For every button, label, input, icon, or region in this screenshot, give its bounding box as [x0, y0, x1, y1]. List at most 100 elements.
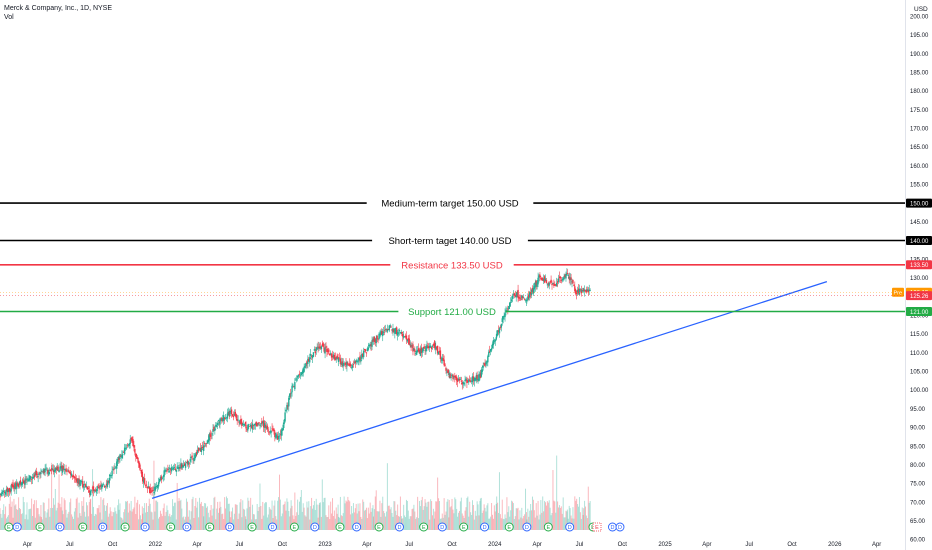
dividend-marker[interactable]	[98, 522, 108, 532]
upcoming-earnings-marker[interactable]	[592, 522, 602, 532]
earnings-marker[interactable]	[78, 522, 88, 532]
candle-body	[329, 353, 331, 356]
candle-body	[25, 479, 27, 481]
candle-body	[566, 273, 569, 274]
dividend-marker[interactable]	[12, 522, 22, 532]
volume-bar	[498, 472, 500, 530]
volume-bar	[203, 516, 205, 530]
volume-bar	[281, 513, 283, 530]
volume-bar	[421, 496, 423, 530]
candle-body	[172, 467, 175, 470]
candle-body	[162, 476, 164, 478]
volume-bar	[84, 511, 86, 530]
earnings-marker[interactable]	[459, 522, 469, 532]
volume-bar	[427, 501, 429, 530]
y-tick-label: 170.00	[910, 127, 929, 133]
volume-bar	[155, 500, 157, 530]
dividend-marker[interactable]	[565, 522, 575, 532]
candle-body	[250, 425, 253, 428]
candle-body	[556, 281, 559, 283]
candle-body	[441, 357, 443, 361]
candle-body	[333, 354, 336, 359]
volume-bar	[578, 506, 580, 530]
candle-body	[255, 421, 257, 426]
candle-body	[358, 358, 360, 361]
candle-body	[461, 382, 463, 385]
earnings-marker[interactable]	[35, 522, 45, 532]
event-marker-letter: E	[169, 525, 173, 531]
volume-bar	[479, 501, 481, 530]
volume-bar	[458, 512, 460, 530]
symbol-title[interactable]: Merck & Company, Inc., 1D, NYSE	[4, 5, 113, 12]
level-label[interactable]: Short-term taget 140.00 USD	[388, 236, 511, 247]
dividend-marker[interactable]	[140, 522, 150, 532]
level-label[interactable]: Medium-term target 150.00 USD	[381, 199, 518, 210]
volume-bar	[231, 511, 233, 530]
dividend-marker[interactable]	[268, 522, 277, 532]
volume-bar	[388, 505, 390, 530]
candle-body	[154, 486, 156, 491]
volume-bar	[377, 511, 379, 530]
candle-body	[243, 423, 246, 426]
earnings-marker[interactable]	[335, 522, 345, 532]
earnings-marker[interactable]	[543, 522, 553, 532]
earnings-marker[interactable]	[247, 522, 257, 532]
earnings-marker[interactable]	[374, 522, 384, 532]
earnings-marker[interactable]	[419, 522, 429, 532]
dividend-marker[interactable]	[182, 522, 192, 532]
volume-bar	[42, 502, 44, 530]
candle-body	[444, 364, 446, 366]
volume-bar	[255, 519, 257, 530]
earnings-marker[interactable]	[120, 522, 130, 532]
volume-bar	[393, 501, 395, 530]
earnings-marker[interactable]	[166, 522, 176, 532]
dividend-marker[interactable]	[395, 522, 404, 532]
volume-bar	[205, 503, 207, 530]
candle-body	[520, 298, 522, 300]
price-axis[interactable]	[906, 0, 932, 550]
volume-bar	[447, 499, 449, 530]
volume-bar	[70, 498, 72, 530]
dividend-marker[interactable]	[480, 522, 490, 532]
candle-body	[312, 352, 315, 357]
price-axis-separator	[905, 0, 906, 550]
candle-body	[376, 335, 378, 339]
volume-bar	[235, 504, 237, 530]
upcoming-dividend-marker[interactable]	[615, 522, 625, 532]
volume-bar	[16, 509, 18, 530]
candle-body	[1, 492, 3, 497]
volume-bar	[383, 511, 385, 530]
level-label[interactable]: Resistance 133.50 USD	[401, 260, 503, 271]
volume-bar	[481, 512, 483, 530]
dividend-marker[interactable]	[352, 522, 362, 532]
volume-bar	[198, 517, 200, 530]
candle-body	[545, 280, 548, 284]
candle-body	[90, 489, 93, 491]
candle-body	[415, 350, 418, 355]
earnings-marker[interactable]	[504, 522, 514, 532]
candle-body	[579, 289, 582, 291]
dividend-marker[interactable]	[225, 522, 235, 532]
candle-body	[498, 328, 501, 334]
volume-bar	[449, 507, 451, 530]
volume-bar	[118, 509, 120, 530]
dividend-marker[interactable]	[310, 522, 320, 532]
candle-body	[204, 444, 207, 446]
dividend-marker[interactable]	[437, 522, 447, 532]
candle-body	[191, 455, 193, 458]
candle-body	[246, 429, 248, 431]
trendline[interactable]	[151, 280, 828, 500]
dividend-marker[interactable]	[522, 522, 532, 532]
earnings-marker[interactable]	[289, 522, 299, 532]
candle-body	[113, 468, 115, 470]
level-label[interactable]: Support 121.00 USD	[408, 307, 496, 318]
volume-bar	[478, 515, 480, 530]
event-marker-letter: D	[483, 525, 487, 531]
candle-body	[484, 363, 486, 366]
volume-label[interactable]: Vol	[4, 14, 14, 21]
earnings-marker[interactable]	[205, 522, 215, 532]
dividend-marker[interactable]	[55, 522, 65, 532]
volume-bar	[365, 509, 367, 530]
volume-bar	[312, 505, 314, 530]
